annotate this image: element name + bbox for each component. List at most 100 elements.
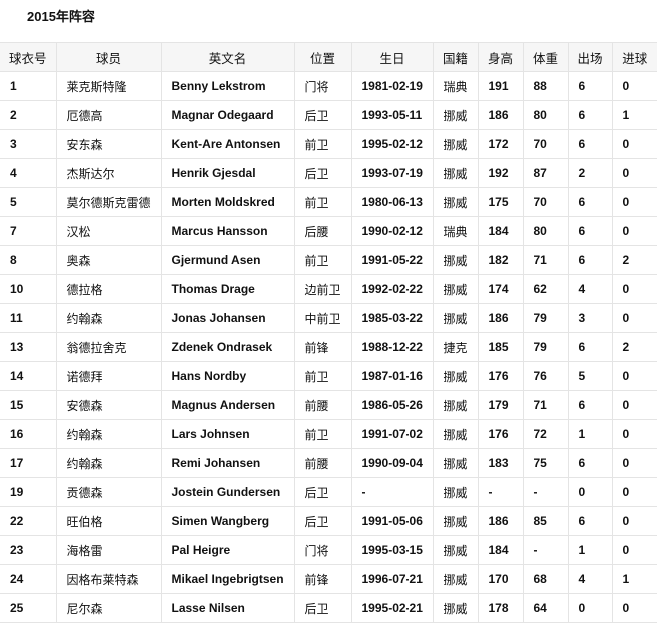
- cell-english-name: Magnus Andersen: [160, 390, 295, 420]
- cell-english-name: Lasse Nilsen: [160, 593, 295, 623]
- cell-number: 11: [0, 303, 57, 333]
- cell-number: 23: [0, 535, 57, 565]
- cell-number: 25: [0, 593, 57, 623]
- table-row: 23 海格雷 Pal Heigre 门将 1995-03-15 挪威 184-1 0: [0, 535, 657, 565]
- cell-height: 183: [477, 448, 524, 478]
- cell-english-name: Magnar Odegaard: [160, 100, 295, 130]
- cell-player: 汉松: [55, 216, 162, 246]
- cell-weight: -: [522, 477, 569, 507]
- cell-weight: 80: [522, 100, 569, 130]
- cell-appearances: 5: [567, 361, 613, 391]
- cell-appearances: 1: [567, 419, 613, 449]
- cell-height: 186: [477, 506, 524, 536]
- cell-position: 后腰: [293, 216, 352, 246]
- table-row: 2 厄德高 Magnar Odegaard 后卫 1993-05-11 挪威 186 80 6 1: [0, 100, 657, 130]
- cell-appearances: 6: [567, 71, 613, 101]
- cell-position: 后卫: [293, 158, 352, 188]
- cell-goals: 2: [611, 332, 657, 362]
- cell-weight: 64: [522, 593, 569, 623]
- cell-position: 前卫: [293, 419, 352, 449]
- cell-weight: 71: [522, 390, 569, 420]
- cell-weight: 62: [522, 274, 569, 304]
- cell-english-name: Morten Moldskred: [160, 187, 295, 217]
- cell-birthday: 1986-05-26: [350, 390, 434, 420]
- cell-player: 旺伯格: [55, 506, 162, 536]
- cell-position: 门将: [293, 71, 352, 101]
- cell-player: 贡德森: [55, 477, 162, 507]
- cell-goals: 1: [611, 100, 657, 130]
- cell-appearances: 4: [567, 274, 613, 304]
- cell-nationality: 瑞典: [432, 216, 479, 246]
- cell-birthday: 1992-02-22: [350, 274, 434, 304]
- cell-height: 186: [477, 303, 524, 333]
- cell-position: 后卫: [293, 593, 352, 623]
- cell-player: 安德森: [55, 390, 162, 420]
- cell-english-name: Jostein Gundersen: [160, 477, 295, 507]
- table-row: 24 因格布莱特森 Mikael Ingebrigtsen 前锋 1996-07-21 挪…: [0, 564, 657, 594]
- cell-birthday: 1995-02-21: [350, 593, 434, 623]
- cell-height: 178: [477, 593, 524, 623]
- cell-height: 170: [477, 564, 524, 594]
- cell-english-name: Gjermund Asen: [160, 245, 295, 275]
- cell-position: 前卫: [293, 129, 352, 159]
- cell-player: 翁德拉舍克: [55, 332, 162, 362]
- cell-number: 14: [0, 361, 57, 391]
- cell-height: 172: [477, 129, 524, 159]
- cell-english-name: Simen Wangberg: [160, 506, 295, 536]
- cell-appearances: 6: [567, 187, 613, 217]
- cell-height: 191: [477, 71, 524, 101]
- cell-height: 192: [477, 158, 524, 188]
- cell-player: 尼尔森: [55, 593, 162, 623]
- cell-nationality: 挪威: [432, 535, 479, 565]
- cell-weight: 71: [522, 245, 569, 275]
- cell-nationality: 挪威: [432, 129, 479, 159]
- cell-player: 诺德拜: [55, 361, 162, 391]
- cell-player: 约翰森: [55, 448, 162, 478]
- cell-appearances: 6: [567, 332, 613, 362]
- cell-height: 176: [477, 419, 524, 449]
- cell-goals: 0: [611, 158, 657, 188]
- cell-goals: 0: [611, 419, 657, 449]
- cell-appearances: 6: [567, 506, 613, 536]
- header-height: 身高: [477, 42, 524, 72]
- cell-english-name: Henrik Gjesdal: [160, 158, 295, 188]
- cell-weight: 85: [522, 506, 569, 536]
- cell-birthday: 1985-03-22: [350, 303, 434, 333]
- cell-position: 前卫: [293, 361, 352, 391]
- table-row: 8 奥森 Gjermund Asen 前卫 1991-05-22 挪威 182 71 6 2: [0, 245, 657, 275]
- cell-player: 安东森: [55, 129, 162, 159]
- table-row: 15 安德森 Magnus Andersen 前腰 1986-05-26 挪威 179 71 6…: [0, 390, 657, 420]
- cell-goals: 0: [611, 535, 657, 565]
- cell-appearances: 6: [567, 448, 613, 478]
- cell-position: 前锋: [293, 332, 352, 362]
- cell-nationality: 瑞典: [432, 71, 479, 101]
- cell-number: 16: [0, 419, 57, 449]
- cell-position: 后卫: [293, 100, 352, 130]
- cell-english-name: Thomas Drage: [160, 274, 295, 304]
- header-position: 位置: [293, 42, 352, 72]
- cell-weight: 76: [522, 361, 569, 391]
- table-row: 10 德拉格 Thomas Drage 边前卫 1992-02-22 挪威 174 62 4 0: [0, 274, 657, 304]
- cell-birthday: 1995-03-15: [350, 535, 434, 565]
- cell-weight: 75: [522, 448, 569, 478]
- cell-weight: 88: [522, 71, 569, 101]
- table-row: 11 约翰森 Jonas Johansen 中前卫 1985-03-22 挪威 186 79 3…: [0, 303, 657, 333]
- header-weight: 体重: [522, 42, 569, 72]
- cell-number: 17: [0, 448, 57, 478]
- cell-goals: 0: [611, 216, 657, 246]
- cell-position: 前卫: [293, 245, 352, 275]
- cell-goals: 1: [611, 564, 657, 594]
- cell-position: 前腰: [293, 390, 352, 420]
- cell-position: 后卫: [293, 506, 352, 536]
- cell-weight: 70: [522, 129, 569, 159]
- cell-position: 中前卫: [293, 303, 352, 333]
- table-row: 13 翁德拉舍克 Zdenek Ondrasek 前锋 1988-12-22 捷克 185 7…: [0, 332, 657, 362]
- cell-number: 13: [0, 332, 57, 362]
- cell-goals: 0: [611, 506, 657, 536]
- cell-nationality: 挪威: [432, 564, 479, 594]
- cell-birthday: 1981-02-19: [350, 71, 434, 101]
- cell-height: 179: [477, 390, 524, 420]
- cell-number: 4: [0, 158, 57, 188]
- cell-nationality: 挪威: [432, 361, 479, 391]
- cell-goals: 0: [611, 303, 657, 333]
